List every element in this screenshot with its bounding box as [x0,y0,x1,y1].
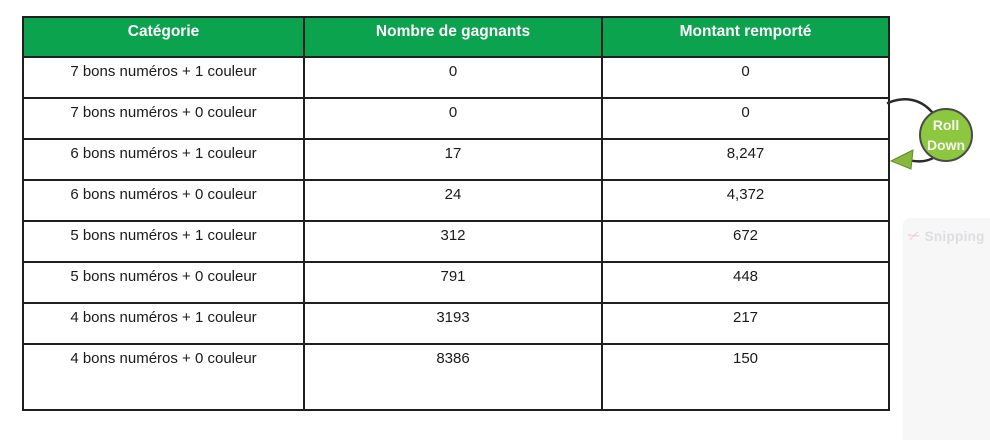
category-cell: 6 bons numéros + 0 couleur [22,179,305,222]
winners-cell: 0 [303,97,603,140]
amount-cell: 448 [601,261,890,304]
winners-cell: 312 [303,220,603,263]
category-cell: 5 bons numéros + 1 couleur [22,220,305,263]
lottery-results-table: Catégorie Nombre de gagnants Montant rem… [22,16,890,411]
winners-cell: 24 [303,179,603,222]
category-cell: 4 bons numéros + 0 couleur [22,343,305,411]
category-cell: 6 bons numéros + 1 couleur [22,138,305,181]
category-cell: 7 bons numéros + 1 couleur [22,56,305,99]
winners-cell: 791 [303,261,603,304]
amount-cell: 0 [601,97,890,140]
winners-cell: 8386 [303,343,603,411]
winners-cell: 0 [303,56,603,99]
winners-cell: 3193 [303,302,603,345]
table-row: 6 bons numéros + 0 couleur 24 4,372 [22,179,890,222]
winners-cell: 17 [303,138,603,181]
table-row: 7 bons numéros + 1 couleur 0 0 [22,56,890,99]
category-cell: 7 bons numéros + 0 couleur [22,97,305,140]
column-header-category: Catégorie [22,16,305,58]
table-row: 4 bons numéros + 0 couleur 8386 150 [22,343,890,411]
snipping-tool-panel: ✂ Snipping [903,218,990,440]
table-row: 6 bons numéros + 1 couleur 17 8,247 [22,138,890,181]
amount-cell: 4,372 [601,179,890,222]
roll-down-badge [919,108,973,162]
table-header-row: Catégorie Nombre de gagnants Montant rem… [22,16,890,58]
column-header-amount: Montant remporté [601,16,890,58]
snipping-label: Snipping [924,228,985,244]
scissors-icon: ✂ [905,226,924,245]
table-row: 5 bons numéros + 1 couleur 312 672 [22,220,890,263]
category-cell: 5 bons numéros + 0 couleur [22,261,305,304]
amount-cell: 150 [601,343,890,411]
amount-cell: 217 [601,302,890,345]
snipping-watermark: ✂ Snipping [903,218,990,245]
arrowhead-icon [889,149,914,170]
table-row: 5 bons numéros + 0 couleur 791 448 [22,261,890,304]
badge-text-line2: Down [927,137,965,153]
amount-cell: 8,247 [601,138,890,181]
roll-down-arrow [886,98,947,163]
badge-text-line1: Roll [933,117,959,133]
table-row: 7 bons numéros + 0 couleur 0 0 [22,97,890,140]
amount-cell: 672 [601,220,890,263]
amount-cell: 0 [601,56,890,99]
column-header-winners: Nombre de gagnants [303,16,603,58]
table-row: 4 bons numéros + 1 couleur 3193 217 [22,302,890,345]
category-cell: 4 bons numéros + 1 couleur [22,302,305,345]
